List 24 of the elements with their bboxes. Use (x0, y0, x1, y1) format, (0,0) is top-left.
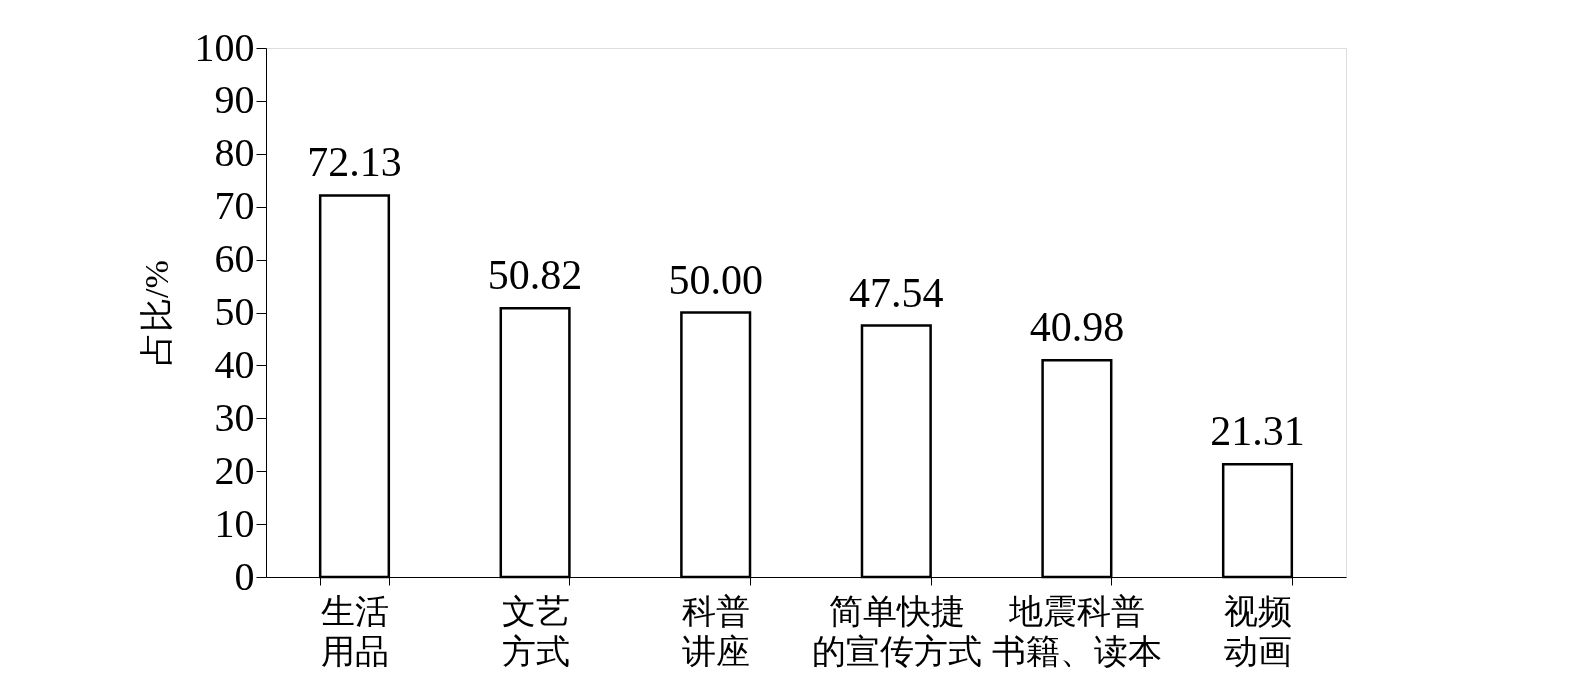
y-tick-label: 80 (214, 130, 255, 176)
y-tick-label: 70 (214, 183, 255, 229)
data-label: 47.54 (849, 269, 944, 316)
y-tick-label: 0 (234, 553, 255, 599)
y-tick-label: 30 (214, 394, 255, 440)
x-tick-label: 科普讲座 (682, 592, 751, 670)
y-tick-label: 40 (214, 341, 255, 387)
x-tick-label: 视频动画 (1224, 592, 1293, 670)
data-label: 40.98 (1029, 304, 1125, 351)
data-label: 50.82 (487, 252, 583, 299)
x-tick-label: 生活用品 (320, 592, 389, 670)
data-label: 72.13 (307, 139, 402, 186)
x-tick-label: 文艺方式 (501, 592, 570, 670)
y-tick-label: 100 (194, 24, 255, 70)
y-tick-label: 50 (214, 289, 255, 334)
x-tick-label: 简单快捷的宣传方式 (811, 592, 982, 670)
y-tick-label: 60 (214, 236, 255, 282)
data-label: 50.00 (668, 256, 763, 303)
y-tick-label: 10 (214, 500, 255, 546)
y-axis-title: 占比/% (137, 260, 175, 366)
y-tick-label: 90 (214, 77, 255, 123)
x-tick-label: 地震科普书籍、读本 (992, 592, 1163, 670)
y-tick-label: 20 (214, 447, 255, 493)
data-label: 21.31 (1210, 408, 1305, 455)
